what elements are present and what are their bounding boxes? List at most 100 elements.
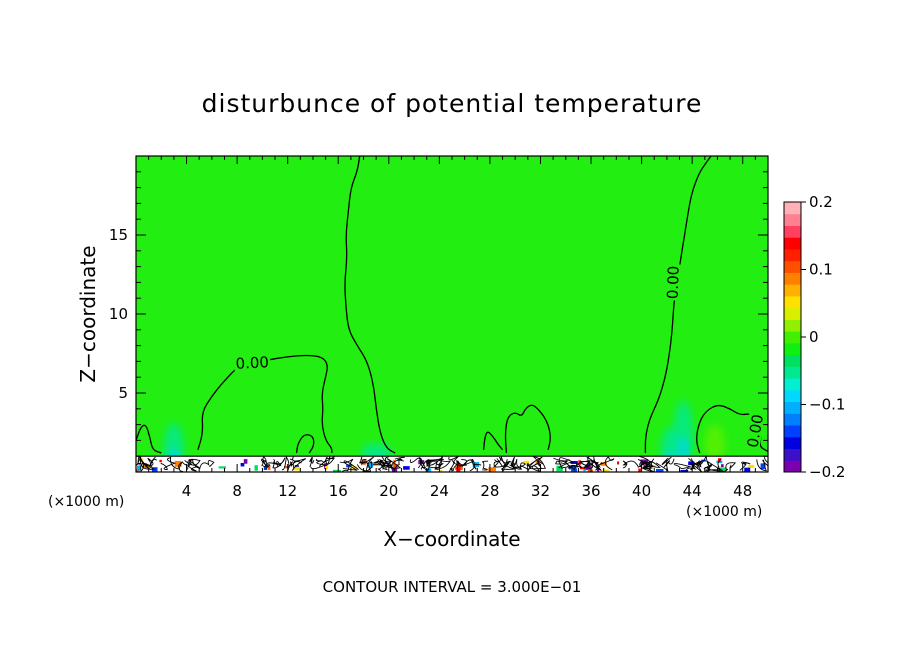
colorbar-tick-label: −0.1 (809, 396, 845, 414)
surface-patch (218, 466, 226, 469)
surface-patch (596, 468, 600, 472)
surface-contour (426, 458, 442, 472)
surface-contour (390, 458, 404, 470)
colorbar-swatch (784, 213, 801, 226)
surface-patch (680, 469, 689, 472)
surface-contour (573, 460, 591, 471)
surface-contour (673, 463, 692, 470)
surface-patch (137, 465, 141, 471)
colorbar-swatch (784, 225, 801, 238)
surface-contour (526, 462, 541, 472)
plot-area: 0.000.000.00 4 8 12 16 20 24 28 32 36 40 44 48 5101… (109, 155, 769, 500)
surface-contour (723, 462, 737, 472)
field-background (136, 156, 768, 472)
surface-contour (600, 456, 615, 471)
colorbar-swatch (784, 202, 801, 215)
chart-title: disturbunce of potential temperature (202, 89, 703, 118)
surface-patch (656, 469, 664, 472)
surface-patch (720, 464, 724, 468)
surface-patch (579, 466, 586, 470)
colorbar-swatch (784, 284, 801, 297)
colorbar-swatch (784, 295, 801, 309)
colorbar-tick-label: −0.2 (809, 463, 845, 481)
surface-contour (321, 456, 335, 465)
surface-contour (519, 460, 536, 471)
surface-contour (558, 457, 574, 469)
surface-contour (707, 458, 725, 472)
contour-line-5 (504, 404, 551, 454)
surface-patch (292, 466, 301, 471)
surface-noise-layer (136, 454, 768, 472)
surface-patch (538, 469, 541, 472)
x-tick-label: 28 (480, 482, 499, 500)
surface-contour (703, 464, 713, 472)
colorbar-swatch (784, 378, 801, 391)
surface-patch (573, 468, 577, 472)
surface-contour (181, 461, 199, 472)
surface-contour (494, 456, 511, 469)
surface-contour (187, 458, 201, 470)
surface-contour (342, 460, 359, 471)
colorbar-tick-label: 0.2 (809, 193, 833, 211)
y-axis-ticks: 5 10 15 (109, 155, 768, 473)
surface-contour (690, 458, 703, 466)
contour-label-bg (663, 264, 681, 301)
contour-line-0 (136, 424, 162, 454)
colorbar-swatch (784, 448, 801, 461)
surface-patch (366, 462, 373, 468)
x-tick-label: 8 (232, 482, 242, 500)
colorbar-swatch (784, 366, 801, 379)
contour-label: 0.00 (664, 265, 683, 299)
cool-anomaly-2 (673, 400, 694, 471)
y-axis-label: Z−coordinate (76, 245, 100, 382)
contour-line-3 (295, 434, 315, 454)
colorbar-swatch (784, 460, 801, 473)
colorbar: 0.2 0.1 0 −0.1 −0.2 (783, 193, 845, 481)
surface-contour (272, 457, 286, 469)
colorbar-swatch (784, 354, 801, 367)
surface-patch (151, 467, 158, 472)
colorbar-swatch (784, 413, 801, 426)
surface-contour (448, 455, 459, 472)
x-tick-label: 44 (683, 482, 702, 500)
x-tick-label: 40 (632, 482, 651, 500)
colorbar-swatch (784, 319, 801, 332)
surface-contour (199, 460, 215, 469)
surface-contour (438, 454, 452, 470)
x-axis-unit-right: (×1000 m) (686, 504, 762, 520)
contour-label: 0.00 (235, 353, 269, 373)
surface-patch (571, 465, 577, 472)
surface-contour (663, 458, 675, 468)
surface-contour (482, 460, 489, 471)
colorbar-swatch (784, 425, 801, 438)
contour-line-4 (482, 431, 504, 451)
colorbar-swatch (784, 436, 801, 450)
x-tick-label: 24 (430, 482, 449, 500)
contour-label-bg (233, 353, 271, 371)
surface-patch (294, 465, 299, 469)
surface-contour (377, 459, 388, 470)
surface-patch (760, 463, 766, 470)
y-tick-label: 15 (109, 226, 128, 244)
surface-contour (160, 457, 177, 471)
surface-contour (393, 456, 405, 472)
surface-patch (748, 464, 755, 468)
y-tick-label: 10 (109, 305, 128, 323)
surface-patch (638, 468, 641, 472)
surface-contour (339, 458, 354, 472)
surface-contour (493, 459, 508, 468)
surface-contour (593, 456, 602, 472)
surface-patch (602, 469, 610, 472)
surface-contour (756, 459, 768, 472)
surface-patch (617, 461, 620, 465)
surface-contour (409, 457, 427, 470)
surface-patch (587, 469, 594, 472)
surface-patch (600, 462, 607, 466)
surface-patch (263, 466, 268, 470)
surface-patch (456, 467, 461, 472)
contour-lines: 0.00 0.00 0.00 (136, 156, 768, 454)
colorbar-swatch (784, 401, 801, 414)
surface-patch (240, 462, 245, 467)
surface-patch (333, 469, 341, 472)
surface-patch (688, 461, 695, 466)
